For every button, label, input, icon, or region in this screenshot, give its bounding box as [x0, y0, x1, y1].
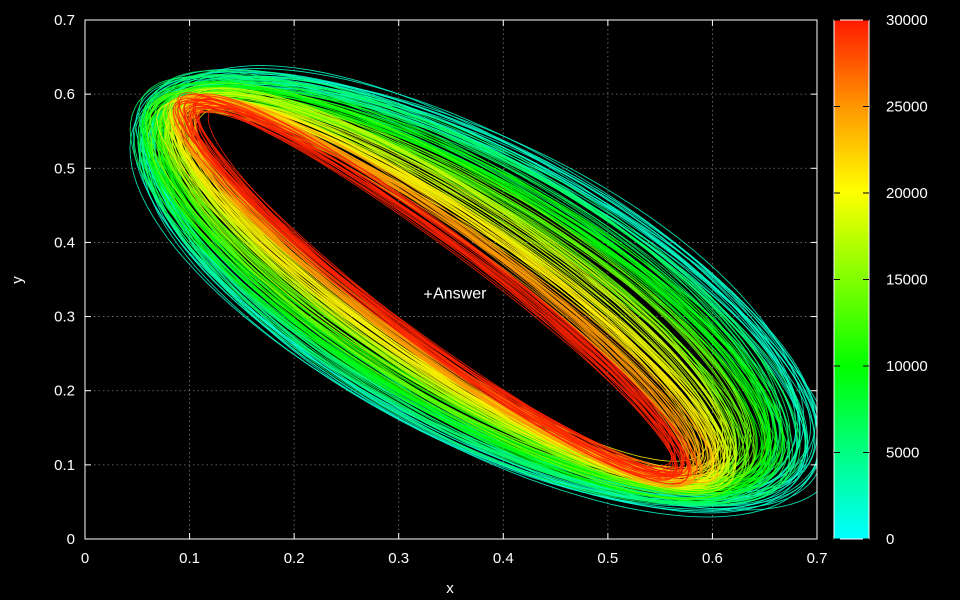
- plot-frame: [84, 19, 818, 540]
- orbit-trace: [137, 75, 798, 501]
- y-tick-label: 0.3: [54, 309, 75, 326]
- colorbar-tick-label: 20000: [886, 185, 928, 202]
- y-tick-label: 0.1: [54, 457, 75, 474]
- colorbar-tick-label: 10000: [886, 358, 928, 375]
- colorbar-tick-label: 25000: [886, 99, 928, 116]
- orbit-trace: [180, 105, 690, 481]
- orbit-trace: [146, 87, 770, 504]
- y-tick-label: 0.4: [54, 234, 75, 251]
- axis-ticks: 0 0.1 0.2 0.3 0.4 0.5 0.6 0.7 0 0.1 0.2 0.3 0.4 0.5 0.…: [54, 12, 827, 567]
- orbit-traces: [129, 65, 817, 518]
- y-tick-label: 0: [67, 531, 75, 548]
- x-axis-title: x: [446, 580, 454, 597]
- answer-marker: +: [423, 286, 432, 303]
- colorbar: 0 5000 10000 15000 20000 25000 30000: [833, 12, 928, 548]
- colorbar-tick-label: 5000: [886, 445, 919, 462]
- orbit-trace: [193, 105, 718, 482]
- orbit-trace: [153, 78, 789, 506]
- orbit-trace: [193, 95, 672, 473]
- y-tick-label: 0.6: [54, 86, 75, 103]
- x-tick-label: 0.4: [493, 550, 514, 567]
- answer-label: Answer: [433, 285, 487, 302]
- orbit-trace: [189, 106, 685, 469]
- orbit-trace: [152, 69, 807, 501]
- orbit-trace: [145, 88, 746, 481]
- colorbar-tick-label: 0: [886, 531, 894, 548]
- colorbar-tick-label: 30000: [886, 12, 928, 29]
- x-tick-label: 0.7: [807, 550, 828, 567]
- colorbar-tick-label: 15000: [886, 272, 928, 289]
- colorbar-ticks: 0 5000 10000 15000 20000 25000 30000: [834, 12, 928, 548]
- orbit-trace: [159, 82, 757, 493]
- answer-annotation: + Answer: [423, 285, 487, 303]
- orbit-series: [172, 92, 698, 485]
- y-tick-label: 0.7: [54, 12, 75, 29]
- orbit-trace: [192, 99, 689, 485]
- x-tick-label: 0.6: [702, 550, 723, 567]
- x-tick-label: 0.1: [179, 550, 200, 567]
- y-tick-label: 0.5: [54, 160, 75, 177]
- y-tick-label: 0.2: [54, 383, 75, 400]
- y-axis-title: y: [9, 276, 26, 284]
- x-tick-label: 0.3: [388, 550, 409, 567]
- orbit-trace: [177, 99, 684, 479]
- orbit-trace: [183, 100, 692, 479]
- orbit-trace: [184, 98, 683, 477]
- orbit-trace: [190, 107, 685, 474]
- orbit-trace: [148, 90, 752, 481]
- orbit-trace: [138, 85, 767, 502]
- x-tick-label: 0.2: [284, 550, 305, 567]
- orbit-trace: [142, 68, 817, 518]
- orbit-trace: [183, 104, 679, 477]
- x-tick-label: 0.5: [597, 550, 618, 567]
- x-tick-label: 0: [81, 550, 89, 567]
